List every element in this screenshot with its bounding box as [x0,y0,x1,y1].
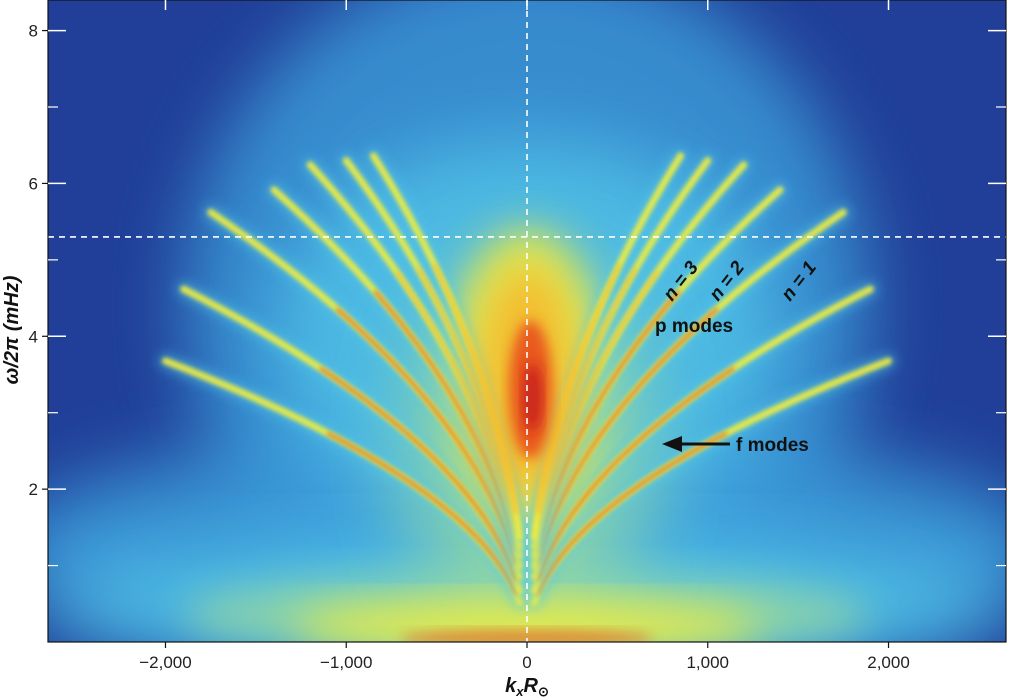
ridge-core-0 [536,432,728,595]
x-tick-label-3: 1,000 [686,653,729,672]
central-core [480,267,574,497]
annotation-p-modes: p modes [655,316,733,337]
ridge-core-3 [373,290,518,550]
ridge-core-0 [326,432,518,595]
y-tick-label-1: 4 [29,327,38,346]
reference-lines [48,0,1006,642]
x-tick-label-0: −2,000 [139,653,191,672]
y-tick-label-3: 8 [29,22,38,41]
diffuse-blob-8 [400,629,654,642]
core-blob-2 [522,363,543,432]
ridge-core-3 [536,290,681,550]
x-tick-label-1: −1,000 [320,653,372,672]
f-modes-arrow-head [662,436,682,452]
mode-ridges [158,148,896,610]
x-tick-label-4: 2,000 [867,653,910,672]
plot-area [48,0,1006,642]
y-axis-title: ω/2π (mHz) [1,275,23,384]
ridge-core-1 [319,367,518,581]
y-tick-label-2: 6 [29,174,38,193]
ridge-core-1 [536,367,735,581]
x-tick-label-2: 0 [522,653,531,672]
annotation-f-modes: f modes [736,435,809,456]
x-axis-title: kxR⊙ [505,675,549,698]
ridge-core-2 [536,307,719,564]
ridge-core-2 [335,307,518,564]
y-tick-label-0: 2 [29,480,38,499]
axis-ticks: −2,000 −1,000 0 1,000 2,000 2 4 6 8 [29,0,1006,672]
